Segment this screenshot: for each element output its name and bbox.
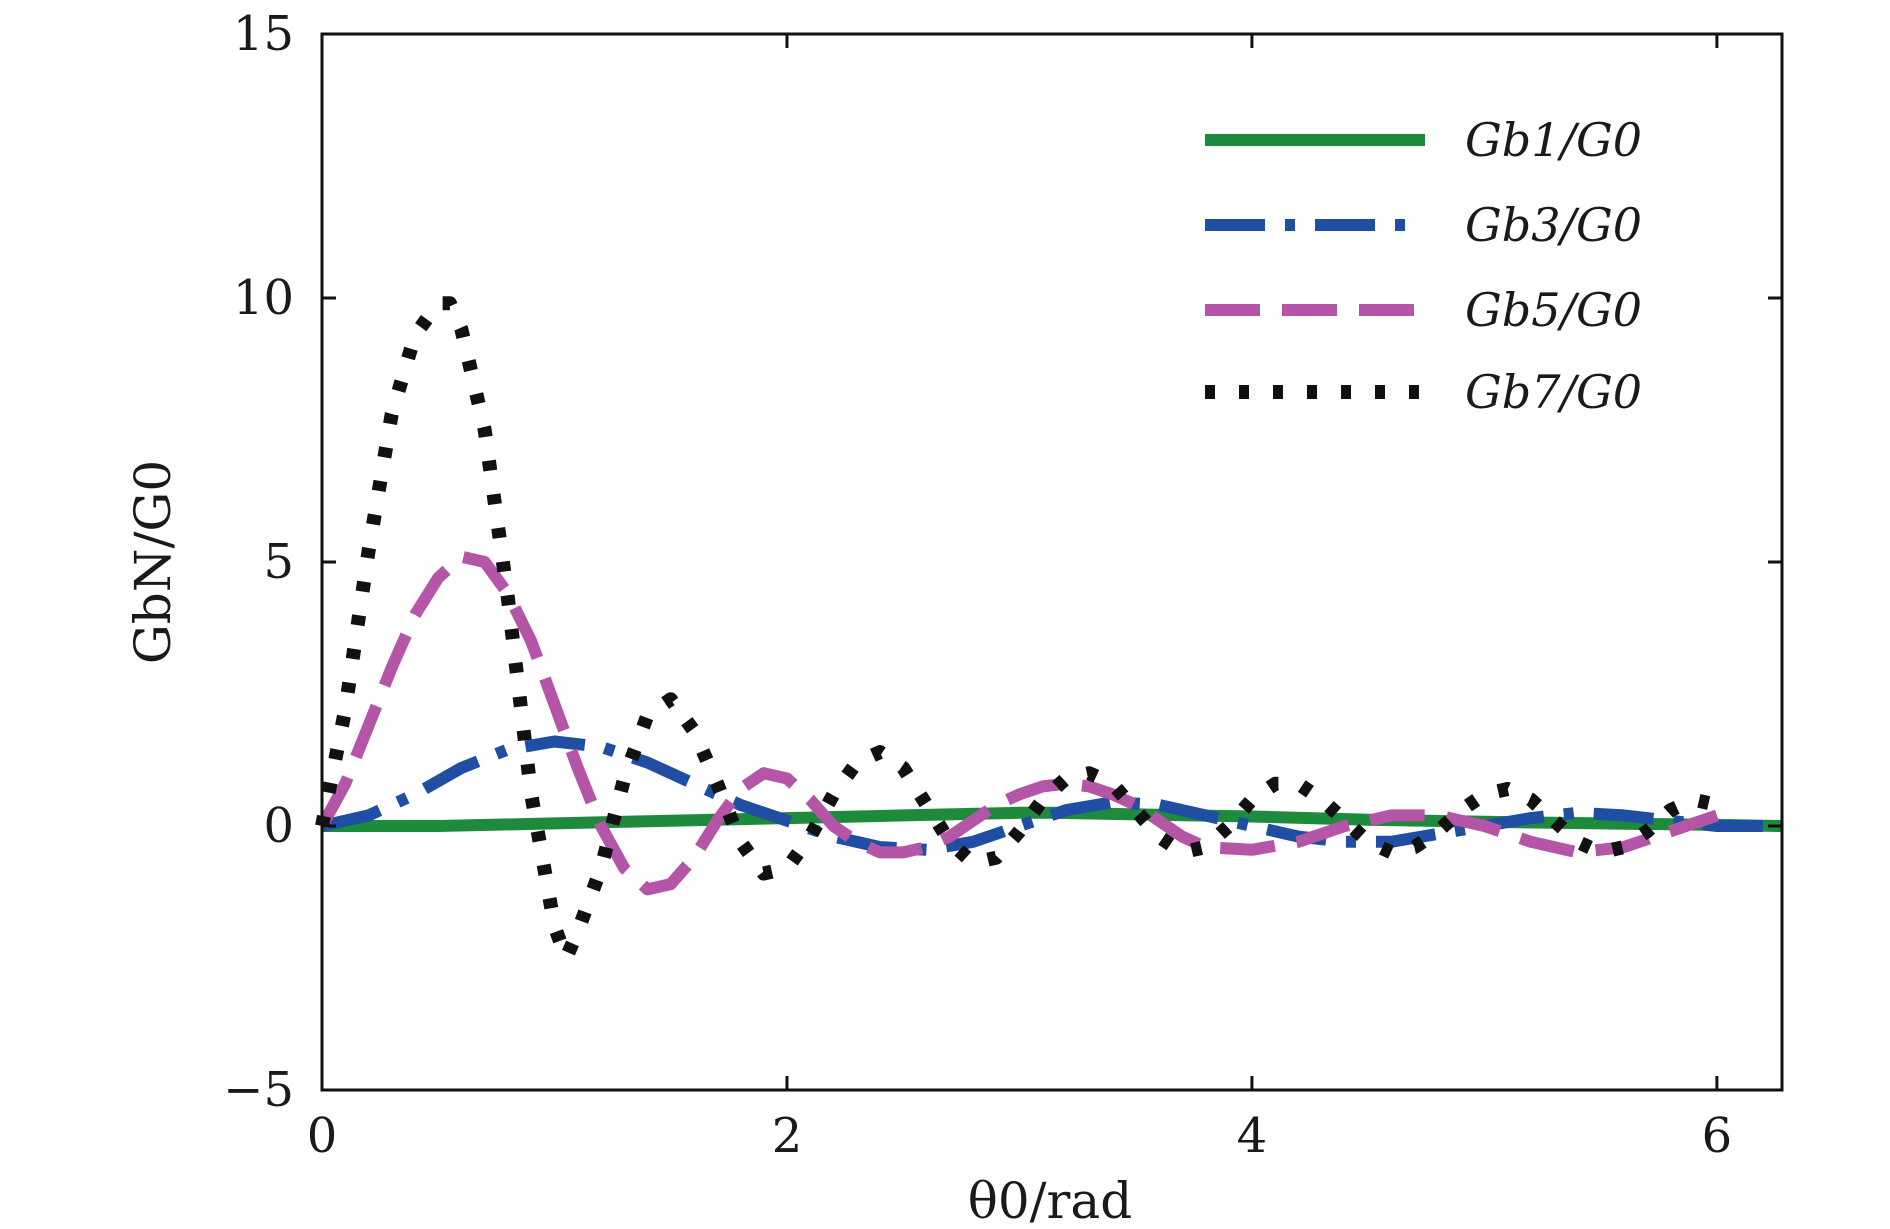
x-axis-title: θ0/rad	[968, 1172, 1132, 1229]
series-line-2	[320, 735, 1782, 856]
legend-label-3: Gb5/G0	[1465, 283, 1642, 337]
legend-label-1: Gb1/G0	[1465, 113, 1642, 167]
x-tick-label: 0	[307, 1108, 338, 1164]
y-tick-label: 0	[263, 798, 294, 854]
x-tick-label: 2	[772, 1108, 803, 1164]
y-tick-label: 5	[263, 534, 294, 590]
x-tick-label: 4	[1237, 1108, 1268, 1164]
x-tick-label: 6	[1702, 1108, 1733, 1164]
legend: Gb1/G0 Gb3/G0 Gb5/G0 Gb7/G0	[1205, 113, 1642, 419]
series-line-3	[316, 550, 1719, 896]
series-line-4	[315, 296, 1719, 965]
ticks-layer	[320, 32, 1782, 1092]
y-tick-label: 10	[233, 270, 294, 326]
y-tick-label: 15	[233, 6, 294, 62]
series-layer	[315, 296, 1783, 965]
legend-label-4: Gb7/G0	[1465, 365, 1642, 419]
legend-label-2: Gb3/G0	[1465, 198, 1642, 252]
y-tick-label: −5	[223, 1062, 294, 1118]
y-axis-title: GbN/G0	[124, 460, 182, 664]
plot-frame	[320, 32, 1784, 1092]
